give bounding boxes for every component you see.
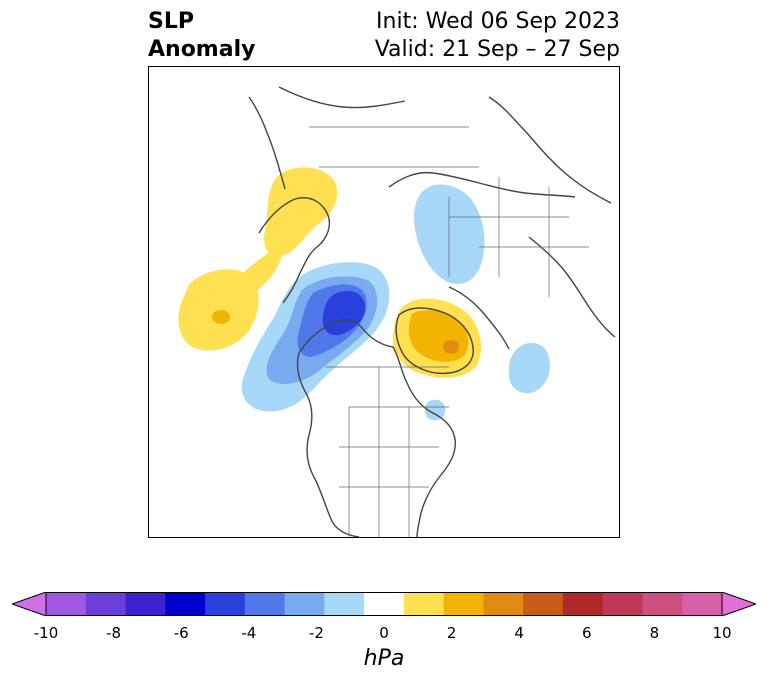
colorbar-tick-label: -2 <box>308 624 324 642</box>
colorbar-ticks: -10 -8 -6 -4 -2 0 2 4 6 8 10 <box>0 624 768 644</box>
colorbar-segment <box>244 592 286 616</box>
colorbar-segment <box>46 592 87 616</box>
colorbar-segment <box>523 592 564 616</box>
valid-range: Valid: 21 Sep – 27 Sep <box>374 37 620 62</box>
colorbar-tick-label: -8 <box>106 624 122 642</box>
colorbar-tick-label: -10 <box>33 624 59 642</box>
colorbar-segment <box>682 592 723 616</box>
positive-pacific-core <box>212 310 230 324</box>
colorbar-tick-label: -6 <box>173 624 189 642</box>
colorbar-min-extend <box>12 592 47 616</box>
colorbar <box>12 592 756 616</box>
colorbar-segment <box>125 592 166 616</box>
colorbar-tick-label: 8 <box>649 624 660 642</box>
map-panel[interactable] <box>148 66 620 538</box>
anomaly-contours <box>178 167 551 421</box>
colorbar-tick-label: 2 <box>446 624 457 642</box>
colorbar-tick-label: 4 <box>514 624 524 642</box>
title-line1: SLP <box>148 9 194 34</box>
colorbar-segment <box>364 592 405 616</box>
colorbar-segment <box>562 592 604 616</box>
colorbar-tick-label: 10 <box>712 624 732 642</box>
colorbar-segment <box>443 592 484 616</box>
negative-atlantic <box>508 342 551 394</box>
borders <box>309 126 589 537</box>
colorbar-segment <box>324 592 365 616</box>
positive-kamchatka <box>264 167 338 257</box>
colorbar-segment <box>205 592 246 616</box>
colorbar-tick-label: 0 <box>379 624 389 642</box>
colorbar-unit: hPa <box>363 646 405 671</box>
colorbar-segment <box>403 592 445 616</box>
colorbar-segment <box>85 592 127 616</box>
colorbar-max-extend <box>721 592 756 616</box>
colorbar-segment <box>165 592 206 616</box>
colorbar-segment <box>483 592 524 616</box>
colorbar-segment <box>642 592 683 616</box>
colorbar-tick-label: 6 <box>582 624 592 642</box>
init-date: Init: Wed 06 Sep 2023 <box>376 9 620 34</box>
title-line2: Anomaly <box>148 37 256 62</box>
positive-pacific <box>178 269 259 351</box>
colorbar-segment <box>284 592 325 616</box>
colorbar-tick-label: -4 <box>241 624 257 642</box>
coastlines <box>248 86 616 537</box>
map-svg <box>178 86 616 537</box>
colorbar-segment <box>602 592 643 616</box>
map-subtitle: Init: Wed 06 Sep 2023 Valid: 21 Sep – 27… <box>375 8 620 64</box>
map-title: SLP Anomaly <box>148 8 255 64</box>
